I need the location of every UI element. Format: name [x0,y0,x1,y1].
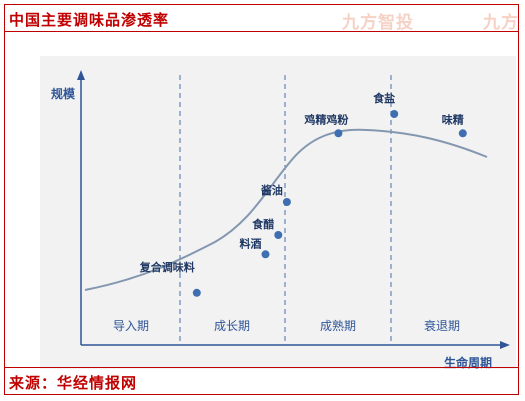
data-label: 味精 [442,112,464,126]
x-axis-arrow [500,341,510,349]
source-bar: 来源：华经情报网 [5,367,518,394]
title-bar: 中国主要调味品渗透率 九方智投 九方 [5,5,519,33]
stage-label-decline: 衰退期 [424,318,460,333]
life-cycle-chart: 规模 生命周期 导入期 成长期 成熟期 衰退期 复合调味料 料酒 食醋 酱油 鸡精鸡粉 食… [40,56,516,370]
data-point [390,110,399,118]
data-point [192,288,201,297]
stage-label-intro: 导入期 [113,319,149,333]
stage-label-growth: 成长期 [214,319,250,333]
data-label: 复合调味料 [139,260,195,274]
plot-background [40,56,516,369]
data-point [282,198,291,206]
life-cycle-curve [84,128,488,291]
stage-label-mature: 成熟期 [320,318,356,333]
source-text: 来源：华经情报网 [9,374,138,392]
data-point [274,231,283,239]
x-axis-label: 生命周期 [444,355,492,369]
data-point [334,129,343,138]
chart-area: 规模 生命周期 导入期 成长期 成熟期 衰退期 复合调味料 料酒 食醋 酱油 鸡精鸡粉 食… [5,32,520,370]
chart-title: 中国主要调味品渗透率 [9,11,170,29]
y-axis-arrow [77,70,85,80]
data-label: 食盐 [373,91,395,105]
data-label: 食醋 [252,217,274,231]
data-label: 酱油 [261,183,283,197]
watermark-left: 九方智投 [342,13,414,33]
data-label: 鸡精鸡粉 [303,112,348,126]
chart-frame: 中国主要调味品渗透率 九方智投 九方 规模 生命周期 导入期 成长期 成熟期 衰… [4,4,519,395]
data-point [458,129,467,138]
data-label: 料酒 [240,236,262,250]
data-point [261,250,270,259]
y-axis-label: 规模 [51,86,76,101]
watermark-right: 九方 [483,13,519,33]
